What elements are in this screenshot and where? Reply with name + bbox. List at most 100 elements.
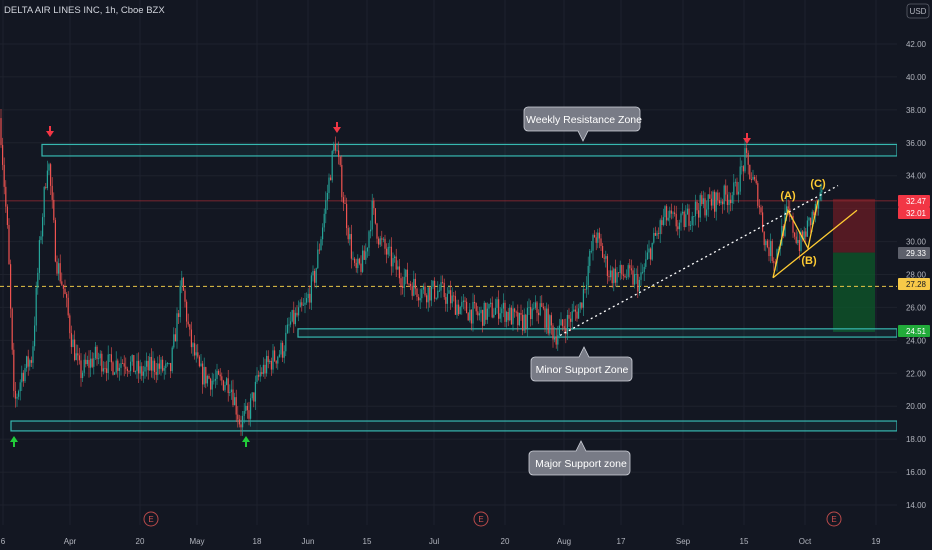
candle-body: [707, 194, 709, 210]
candle-body: [614, 268, 616, 283]
candle-body: [443, 283, 445, 298]
candle-body: [680, 213, 682, 223]
candle-body: [206, 375, 208, 384]
candle-body: [474, 301, 476, 304]
candle-body: [22, 372, 24, 382]
time-tick-label: Jun: [302, 537, 315, 546]
candle-body: [400, 278, 402, 287]
wave-a-label: (A): [780, 190, 796, 202]
candle-body: [269, 360, 271, 362]
candle-body: [459, 306, 461, 315]
candle-body: [765, 240, 767, 246]
candle-body: [390, 246, 392, 267]
candle-body: [350, 234, 352, 259]
candle-body: [682, 211, 684, 214]
candle-body: [362, 250, 364, 272]
minor-support-zone-label: Minor Support Zone: [536, 364, 629, 376]
candle-body: [290, 321, 292, 325]
candle-body: [230, 389, 232, 393]
candle-body: [328, 177, 330, 193]
candle-body: [451, 295, 453, 304]
candle-body: [794, 232, 796, 237]
candle-body: [483, 302, 485, 326]
candle-body: [307, 293, 309, 299]
candle-body: [200, 363, 202, 367]
down-arrow-icon: [46, 126, 54, 137]
candle-body: [744, 148, 746, 172]
candle-body: [518, 312, 520, 326]
position-tool[interactable]: [833, 198, 875, 332]
candle-body: [554, 336, 556, 340]
candle-body: [179, 285, 181, 317]
candle-body: [509, 307, 511, 321]
candle-body: [622, 274, 624, 276]
candle-body: [386, 248, 388, 255]
candle-body: [72, 339, 74, 347]
price-label-box: [898, 278, 930, 290]
candle-body: [48, 164, 50, 171]
candle-body: [298, 307, 300, 316]
candle-body: [440, 282, 442, 291]
candle-body: [394, 256, 396, 259]
candle-body: [560, 319, 562, 326]
candle-body: [80, 360, 82, 378]
candle-body: [110, 354, 112, 363]
candle-body: [565, 328, 567, 335]
candle-body: [696, 201, 698, 211]
candle-body: [747, 152, 749, 165]
price-axis[interactable]: [897, 0, 932, 550]
price-tick-label: 28.00: [906, 271, 927, 280]
currency-badge[interactable]: USD: [906, 3, 930, 19]
candle-body: [349, 234, 351, 240]
candle-body: [51, 185, 53, 200]
price-label-value: 32.47: [906, 197, 927, 206]
candle-body: [251, 392, 253, 399]
candle-body: [691, 216, 693, 225]
candle-body: [376, 223, 378, 239]
candle-body: [186, 301, 188, 322]
candle-body: [150, 356, 152, 371]
wave-support-line: [772, 209, 858, 279]
candle-body: [427, 287, 429, 303]
symbol-title[interactable]: DELTA AIR LINES INC, 1h, Cboe BZX: [4, 5, 165, 16]
candle-body: [710, 198, 712, 206]
candle-body: [587, 265, 589, 285]
candle-body: [523, 314, 525, 331]
time-tick-label: Sep: [676, 537, 691, 546]
candle-body: [322, 227, 324, 240]
candle-body: [658, 233, 660, 234]
candle-body: [93, 358, 95, 367]
candle-body: [499, 313, 501, 319]
candle-body: [373, 200, 375, 209]
candle-body: [165, 363, 167, 369]
candle-body: [760, 207, 762, 213]
candle-body: [734, 181, 736, 183]
candle-body: [267, 355, 269, 362]
candle-body: [666, 206, 668, 221]
minor-support-callout[interactable]: Minor Support Zone: [530, 346, 633, 382]
candle-body: [477, 311, 479, 316]
candle-body: [426, 295, 428, 303]
time-tick-label: 20: [136, 537, 145, 546]
candle-body: [91, 358, 93, 367]
candle-body: [222, 380, 224, 391]
candle-body: [739, 166, 741, 192]
price-tick-label: 34.00: [906, 172, 927, 181]
candle-body: [595, 237, 597, 243]
candle-body: [10, 264, 12, 309]
candle-body: [709, 194, 711, 199]
candle-body: [667, 217, 669, 221]
candle-body: [562, 319, 564, 327]
candle-body: [258, 375, 260, 377]
currency-label: USD: [910, 7, 927, 16]
candle-body: [547, 308, 549, 334]
candle-body: [18, 391, 20, 397]
candle-body: [563, 326, 565, 329]
trendlines[interactable]: [559, 185, 858, 336]
resistance-callout[interactable]: Weekly Resistance Zone: [523, 106, 642, 142]
major-support-callout[interactable]: Major Support zone: [528, 440, 631, 476]
candle-body: [123, 363, 125, 367]
candle-body: [360, 263, 362, 272]
